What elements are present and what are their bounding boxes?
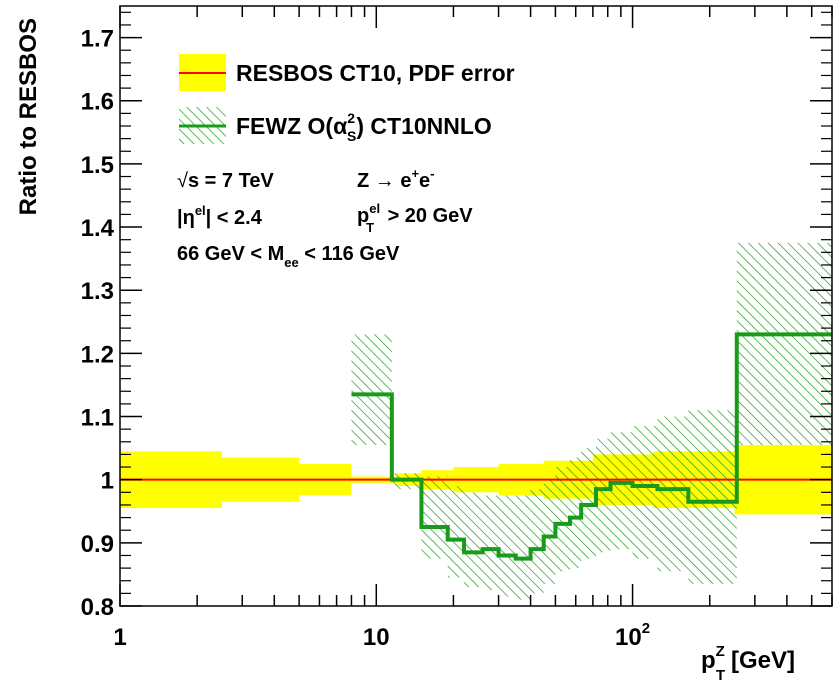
annotation-eta-cut: |ηel| < 2.4	[177, 203, 263, 229]
legend-label-fewz: FEWZ O(α2 S) CT10NNLO	[236, 110, 492, 144]
fewz-band-bin	[447, 486, 465, 578]
y-tick-label: 1.6	[81, 89, 114, 116]
y-tick-label: 1.1	[81, 405, 114, 432]
annotation-energy: √s = 7 TeV	[177, 170, 274, 192]
x-tick-label: 102	[615, 620, 650, 651]
y-tick-label: 1.2	[81, 341, 114, 368]
x-tick-label: 10	[363, 624, 390, 651]
y-tick-label: 0.8	[81, 594, 114, 621]
fewz-band-bin	[688, 410, 737, 584]
fewz-band-bin	[464, 492, 483, 588]
fewz-band-bin	[498, 495, 516, 597]
fewz-band-bin	[555, 467, 571, 572]
fewz-band-bin	[736, 242, 832, 445]
fewz-band-bin	[482, 495, 499, 591]
fewz-band-bin	[351, 334, 392, 445]
fewz-band-bin	[530, 489, 544, 594]
y-tick-label: 1.3	[81, 278, 114, 305]
y-tick-label: 0.9	[81, 531, 114, 558]
y-tick-label: 1.5	[81, 152, 114, 179]
plot-frame	[119, 5, 833, 607]
legend-label-resbos: RESBOS CT10, PDF error	[236, 60, 515, 86]
fewz-band-bin	[421, 476, 448, 559]
fewz-band-bin	[515, 495, 531, 600]
fewz-band-bin	[610, 432, 633, 550]
y-tick-label: 1.7	[81, 26, 114, 53]
x-axis-label: pZ T[GeV]	[701, 643, 795, 684]
annotation-mass-window: 66 GeV < Mee < 116 GeV	[177, 243, 400, 270]
y-tick-label: 1.4	[81, 215, 115, 242]
y-tick-label: 1	[101, 468, 114, 495]
fewz-step-line	[351, 332, 832, 561]
annotation-process: Z → e+e-	[357, 166, 435, 192]
fewz-band-bin	[543, 479, 556, 584]
fewz-band-bin	[632, 426, 658, 559]
fewz-band-bin	[596, 438, 611, 553]
legend: RESBOS CT10, PDF error FEWZ O(α2 S) CT10N…	[179, 54, 515, 144]
x-tick-label: 1	[113, 624, 126, 651]
annotation-pt-cut: pel T > 20 GeV	[357, 201, 473, 235]
fewz-band-bin	[657, 416, 689, 572]
y-axis-label: Ratio to RESBOS	[15, 18, 42, 215]
fewz-band-bin	[570, 457, 582, 569]
